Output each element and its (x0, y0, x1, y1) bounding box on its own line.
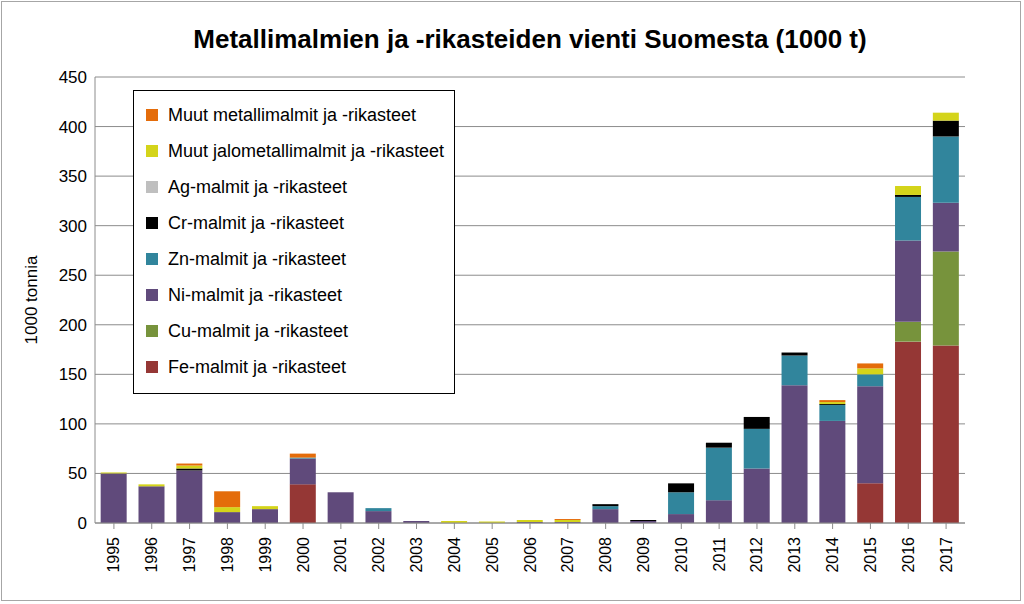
html-text:Fe-malmit ja -rikasteet: Fe-malmit ja -rikasteet (168, 356, 346, 377)
svg-text:1998: 1998 (219, 537, 236, 573)
svg-text:200: 200 (59, 316, 87, 335)
html-text:Muut metallimalmit ja -rikaste: Muut metallimalmit ja -rikasteet (168, 104, 417, 125)
svg-text:0: 0 (78, 514, 87, 533)
svg-text:50: 50 (68, 464, 87, 483)
svg-text:150: 150 (59, 365, 87, 384)
svg-text:450: 450 (59, 68, 87, 87)
svg-text:2004: 2004 (446, 537, 463, 573)
svg-text:1995: 1995 (105, 537, 122, 573)
svg-text:2002: 2002 (370, 537, 387, 573)
html-text:1000 tonnia: 1000 tonnia (22, 255, 41, 345)
svg-text:2007: 2007 (559, 537, 576, 573)
svg-text:1996: 1996 (143, 537, 160, 573)
html-text:Ni-malmit ja -rikasteet: Ni-malmit ja -rikasteet (168, 284, 342, 305)
svg-text:2017: 2017 (938, 537, 955, 573)
svg-text:1999: 1999 (257, 537, 274, 573)
html-text:Muut jalometallimalmit ja -rik: Muut jalometallimalmit ja -rikasteet (168, 140, 445, 161)
svg-text:2003: 2003 (408, 537, 425, 573)
html-text:Metallimalmien ja -rikasteiden: Metallimalmien ja -rikasteiden vienti Su… (193, 24, 867, 54)
svg-text:100: 100 (59, 415, 87, 434)
svg-text:2006: 2006 (522, 537, 539, 573)
svg-text:2009: 2009 (635, 537, 652, 573)
svg-text:300: 300 (59, 217, 87, 236)
html-text:Cr-malmit ja -rikasteet: Cr-malmit ja -rikasteet (168, 212, 344, 233)
svg-text:2010: 2010 (673, 537, 690, 573)
svg-text:2011: 2011 (711, 537, 728, 572)
svg-text:2013: 2013 (786, 537, 803, 573)
svg-text:1997: 1997 (181, 537, 198, 573)
svg-text:2005: 2005 (484, 537, 501, 573)
svg-text:350: 350 (59, 167, 87, 186)
html-text:Zn-malmit ja -rikasteet: Zn-malmit ja -rikasteet (168, 248, 346, 269)
svg-text:2015: 2015 (862, 537, 879, 573)
svg-text:2001: 2001 (332, 537, 349, 573)
svg-text:2012: 2012 (748, 537, 765, 573)
svg-text:250: 250 (59, 266, 87, 285)
svg-text:2000: 2000 (295, 537, 312, 573)
html-text:Cu-malmit ja -rikasteet: Cu-malmit ja -rikasteet (168, 320, 348, 341)
svg-text:2008: 2008 (597, 537, 614, 573)
svg-text:2016: 2016 (900, 537, 917, 573)
html-text:Ag-malmit ja -rikasteet: Ag-malmit ja -rikasteet (168, 176, 347, 197)
svg-text:2014: 2014 (824, 537, 841, 573)
svg-text:400: 400 (59, 118, 87, 137)
